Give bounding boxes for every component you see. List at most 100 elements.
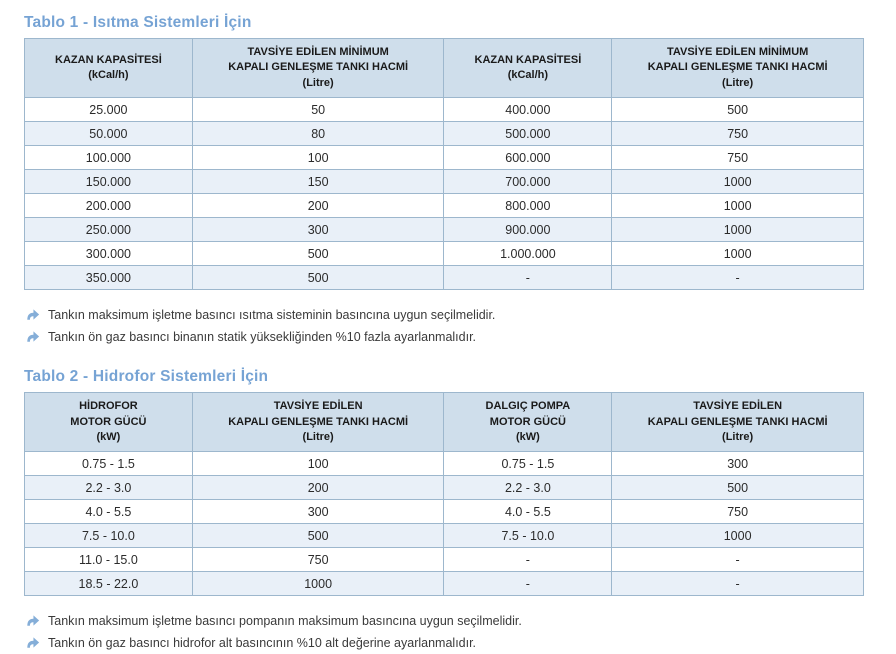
- table2-notes: Tankın maksimum işletme basıncı pompanın…: [26, 612, 870, 654]
- table-cell: 300: [191, 499, 445, 525]
- table-cell: 7.5 - 10.0: [24, 523, 193, 549]
- table-cell: 80: [191, 121, 445, 147]
- table-cell: 18.5 - 22.0: [24, 571, 193, 597]
- table-cell: 200: [191, 193, 445, 219]
- table-cell: 1000: [611, 193, 864, 219]
- table-cell: 500: [611, 475, 864, 501]
- table-row: 350.000 500- -: [24, 265, 864, 291]
- column-header: KAZAN KAPASİTESİ (kCal/h): [443, 37, 613, 99]
- table-cell: 100: [191, 451, 445, 477]
- table-cell: -: [443, 265, 613, 291]
- note-arrow-icon: [26, 308, 40, 326]
- table-cell: 0.75 - 1.5: [443, 451, 613, 477]
- table1-title: Tablo 1 - Isıtma Sistemleri İçin: [24, 14, 252, 31]
- table-cell: 150: [191, 169, 445, 195]
- booster-systems-table: HİDROFOR MOTOR GÜCÜ (kW) TAVSİYE EDİLEN KAPA…: [24, 392, 864, 597]
- table2-title: Tablo 2 - Hidrofor Sistemleri İçin: [24, 368, 269, 386]
- note-item: Tankın ön gaz basıncı binanın statik yük…: [26, 328, 870, 348]
- table-cell: 2.2 - 3.0: [443, 475, 613, 501]
- table-cell: 1000: [611, 169, 864, 195]
- table-cell: 100: [191, 145, 445, 171]
- table-cell: 350.000: [24, 265, 193, 291]
- table-cell: 300: [191, 217, 445, 243]
- table-row: 150.000 150 700.000 1000: [24, 169, 864, 195]
- column-header: TAVSİYE EDİLEN KAPALI GENLEŞME TANKI HACM…: [611, 392, 864, 453]
- table-row: 2.2 - 3.0 200 2.2 - 3.0 500: [24, 475, 864, 501]
- table-cell: -: [443, 547, 613, 573]
- table-cell: 500: [191, 241, 445, 267]
- table-cell: 600.000: [443, 145, 613, 171]
- table-cell: -: [611, 547, 864, 573]
- table-cell: 500: [191, 265, 445, 291]
- table-cell: 1000: [611, 217, 864, 243]
- table-cell: 150.000: [24, 169, 193, 195]
- table-cell: 25.000: [24, 97, 193, 123]
- table-cell: 1000: [611, 241, 864, 267]
- table-row: 25.000 50 400.000 500: [24, 97, 864, 123]
- table-cell: 100.000: [24, 145, 193, 171]
- table-cell: 900.000: [443, 217, 613, 243]
- table1-notes: Tankın maksimum işletme basıncı ısıtma s…: [26, 306, 870, 348]
- column-header: KAZAN KAPASİTESİ (kCal/h): [24, 37, 193, 99]
- table-cell: 200.000: [24, 193, 193, 219]
- table-row: 50.000 80 500.000 750: [24, 121, 864, 147]
- table2-body: 0.75 - 1.5 100 0.75 - 1.5 300 2.2 - 3.0 200 2.…: [24, 451, 864, 597]
- table-cell: 750: [611, 499, 864, 525]
- table-cell: 750: [611, 145, 864, 171]
- table-cell: 500: [191, 523, 445, 549]
- table-cell: 50: [191, 97, 445, 123]
- note-text: Tankın ön gaz basıncı binanın statik yük…: [48, 330, 477, 345]
- table-cell: 200: [191, 475, 445, 501]
- note-arrow-icon: [26, 614, 40, 632]
- table1-header-row-container: KAZAN KAPASİTESİ (kCal/h) TAVSİYE EDİLEN M…: [24, 37, 864, 99]
- table-cell: 1000: [191, 571, 445, 597]
- table-cell: 700.000: [443, 169, 613, 195]
- note-arrow-icon: [26, 330, 40, 348]
- note-item: Tankın maksimum işletme basıncı ısıtma s…: [26, 306, 870, 326]
- table-row: 4.0 - 5.5 300 4.0 - 5.5 750: [24, 499, 864, 525]
- note-text: Tankın ön gaz basıncı hidrofor alt basın…: [48, 636, 477, 651]
- table-cell: 750: [611, 121, 864, 147]
- table-cell: 1.000.000: [443, 241, 613, 267]
- table-row: 0.75 - 1.5 100 0.75 - 1.5 300: [24, 451, 864, 477]
- table-cell: 7.5 - 10.0: [443, 523, 613, 549]
- table-cell: 300.000: [24, 241, 193, 267]
- table-cell: 1000: [611, 523, 864, 549]
- table-cell: 50.000: [24, 121, 193, 147]
- column-header: TAVSİYE EDİLEN KAPALI GENLEŞME TANKI HACM…: [191, 392, 445, 453]
- table-cell: 800.000: [443, 193, 613, 219]
- table1-body: 25.000 50 400.000 500 50.000 80 500.000 750 100.…: [24, 97, 864, 291]
- table-cell: -: [611, 265, 864, 291]
- table-row: 100.000 100 600.000 750: [24, 145, 864, 171]
- note-item: Tankın maksimum işletme basıncı pompanın…: [26, 612, 870, 632]
- table-row: 18.5 - 22.0 1000- -: [24, 571, 864, 597]
- table2-header-row-container: HİDROFOR MOTOR GÜCÜ (kW) TAVSİYE EDİLEN KAPA…: [24, 392, 864, 453]
- table-cell: 4.0 - 5.5: [443, 499, 613, 525]
- table-row: 7.5 - 10.0 500 7.5 - 10.0 1000: [24, 523, 864, 549]
- table-row: 300.000 500 1.000.000 1000: [24, 241, 864, 267]
- table-cell: 750: [191, 547, 445, 573]
- table-row: 250.000 300 900.000 1000: [24, 217, 864, 243]
- table-cell: 0.75 - 1.5: [24, 451, 193, 477]
- table-row: 200.000 200 800.000 1000: [24, 193, 864, 219]
- heating-systems-table: KAZAN KAPASİTESİ (kCal/h) TAVSİYE EDİLEN M…: [24, 37, 864, 291]
- table-cell: 500.000: [443, 121, 613, 147]
- note-item: Tankın ön gaz basıncı hidrofor alt basın…: [26, 634, 870, 654]
- table-cell: 2.2 - 3.0: [24, 475, 193, 501]
- table-cell: 4.0 - 5.5: [24, 499, 193, 525]
- table-cell: -: [611, 571, 864, 597]
- note-text: Tankın maksimum işletme basıncı pompanın…: [48, 614, 522, 629]
- table-cell: 500: [611, 97, 864, 123]
- table-cell: 400.000: [443, 97, 613, 123]
- column-header: DALGIÇ POMPA MOTOR GÜCÜ (kW): [443, 392, 613, 453]
- table1-header-row: KAZAN KAPASİTESİ (kCal/h) TAVSİYE EDİLEN M…: [24, 37, 864, 99]
- column-header: TAVSİYE EDİLEN MİNİMUM KAPALI GENLEŞME TA…: [611, 37, 864, 99]
- table-cell: 250.000: [24, 217, 193, 243]
- note-arrow-icon: [26, 636, 40, 654]
- table2-header-row: HİDROFOR MOTOR GÜCÜ (kW) TAVSİYE EDİLEN KAPA…: [24, 392, 864, 453]
- note-text: Tankın maksimum işletme basıncı ısıtma s…: [48, 308, 496, 323]
- column-header: HİDROFOR MOTOR GÜCÜ (kW): [24, 392, 193, 453]
- table-cell: 300: [611, 451, 864, 477]
- table-row: 11.0 - 15.0 750- -: [24, 547, 864, 573]
